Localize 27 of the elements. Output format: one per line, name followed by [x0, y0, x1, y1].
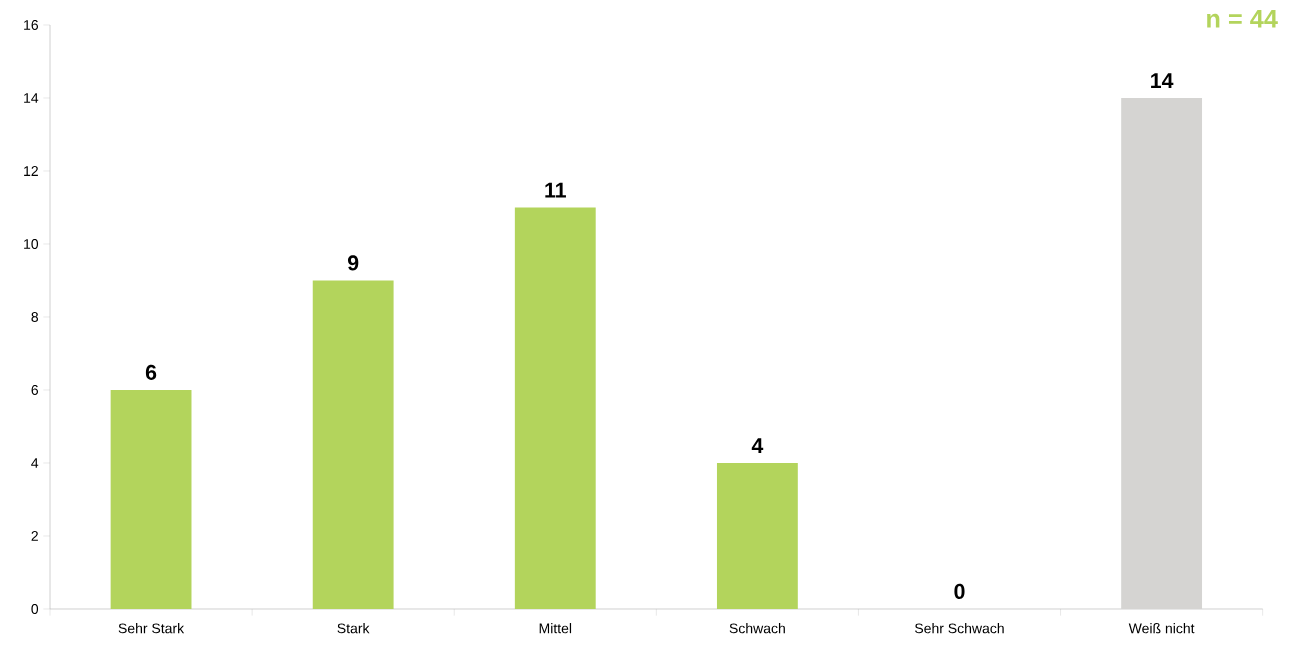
x-tick-label: Sehr Stark — [118, 623, 185, 634]
x-tick-label: Stark — [337, 623, 370, 634]
bar — [514, 207, 596, 609]
y-tick-label: 4 — [31, 458, 39, 468]
data-label: 9 — [347, 255, 359, 271]
y-tick-label: 6 — [31, 385, 39, 395]
bar — [1121, 97, 1203, 609]
data-label: 0 — [954, 583, 965, 599]
y-tick-label: 10 — [24, 239, 39, 249]
y-tick-label: 14 — [24, 93, 39, 103]
y-tick-label: 8 — [31, 312, 39, 322]
data-label: 14 — [1151, 73, 1174, 88]
data-label: 4 — [751, 438, 764, 453]
y-tick-label: 0 — [31, 604, 39, 614]
y-tick-label: 2 — [31, 531, 38, 541]
bar — [716, 462, 798, 609]
y-tick-label: 16 — [24, 20, 39, 30]
bar — [312, 280, 394, 609]
annotation: n = 44 — [1207, 10, 1278, 28]
data-label: 6 — [145, 364, 157, 380]
x-tick-label: Mittel — [539, 623, 572, 634]
x-tick-label: Weiß nicht — [1128, 623, 1195, 634]
x-tick-label: Schwach — [729, 623, 785, 634]
y-tick-label: 12 — [24, 166, 38, 176]
data-label: 11 — [545, 182, 566, 198]
x-tick-label: Sehr Schwach — [914, 623, 1004, 634]
bar — [110, 389, 192, 609]
